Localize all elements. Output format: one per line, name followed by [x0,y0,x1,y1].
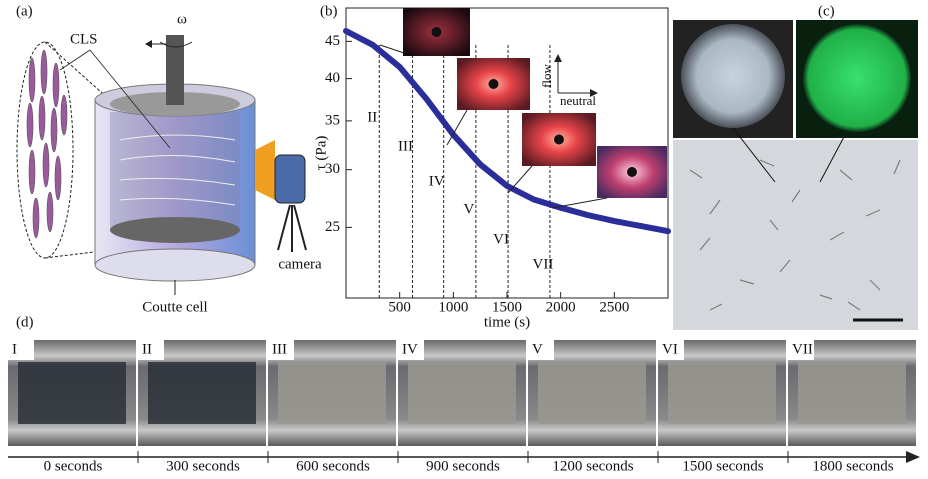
x-tick-label: 500 [388,299,411,315]
marker-label: V [463,201,474,217]
rotor [166,35,184,105]
y-tick-label: 45 [325,33,340,49]
arrowhead [554,54,562,62]
inset-beamstop [432,27,442,37]
frame-label: I [12,341,17,357]
frame-label: IV [402,341,418,357]
photos: (c) [673,3,918,330]
time-label: 0 seconds [44,458,103,474]
crystals [27,50,67,238]
x-tick-label: 1500 [492,299,522,315]
panel-label: (c) [818,3,835,19]
frame-sample [148,362,256,424]
time-label: 1800 seconds [812,458,893,474]
y-tick-label: 35 [325,112,340,128]
frame-sample [538,362,646,424]
cls-label: CLS [70,31,98,47]
frame-label: III [272,341,287,357]
y-axis-label: τ (Pa) [313,136,329,171]
frame-label: II [142,341,152,357]
time-label: 300 seconds [166,458,240,474]
panel-label: (d) [16,314,34,330]
inset-beamstop [627,167,637,177]
frame-sample [798,362,906,424]
camera [275,155,305,203]
photo-micrograph [673,140,918,330]
cell-label: Coutte cell [142,299,207,315]
strip: (d) I 0 seconds II 300 seconds III 600 second… [8,314,920,474]
x-tick-label: 1000 [438,299,468,315]
schematic: (a) ω CLS camera Coutte cell [16,3,322,315]
omega-label: ω [177,11,187,27]
inset-beamstop [489,79,499,89]
figure: (a) ω CLS camera Coutte cell (b) [0,0,928,479]
marker-label: IV [429,173,445,189]
inset-beamstop [554,135,564,145]
camera-label: camera [278,256,322,272]
marker-label: VI [493,231,509,247]
time-label: 900 seconds [426,458,500,474]
frame-sample [18,362,126,424]
frame-sample [668,362,776,424]
marker-label: VII [533,256,554,272]
light [255,140,275,200]
time-label: 1200 seconds [552,458,633,474]
panel-label: (a) [16,3,33,19]
frame-label: VI [662,341,678,357]
frame-label: VII [792,341,813,357]
panel-label: (b) [320,3,338,19]
frame-label: V [532,341,543,357]
y-tick-label: 40 [325,70,340,86]
time-label: 1500 seconds [682,458,763,474]
frame-sample [278,362,386,424]
y-tick-label: 25 [325,219,340,235]
flow-label: flow [539,63,554,87]
inset-connector [508,166,532,193]
marker-label: III [398,138,413,154]
neutral-label: neutral [560,93,596,108]
x-tick-label: 2500 [599,299,629,315]
marker-label: II [367,109,377,125]
x-tick-label: 2000 [546,299,576,315]
frame-sample [408,362,516,424]
x-axis-label: time (s) [484,314,530,330]
time-label: 600 seconds [296,458,370,474]
inset-connector [552,198,607,208]
